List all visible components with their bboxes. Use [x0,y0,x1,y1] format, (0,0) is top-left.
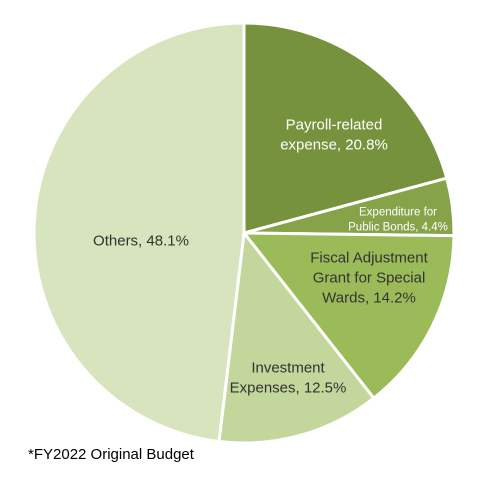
pie-slice-2 [242,231,456,400]
footnote: *FY2022 Original Budget [28,446,194,463]
pie-slice-label-3-line-1: Expenses, 12.5% [230,379,347,396]
pie-slice-label-2-line-2: Wards, 14.2% [322,289,416,306]
pie-slice-label-0-line-0: Payroll-related [286,116,383,133]
pie-slice-label-1-line-0: Expenditure for [359,207,437,219]
pie-slice-label-0: Payroll-related expense, 20.8% [280,116,388,153]
pie-slice-label-4-line-0: Others, 48.1% [93,232,189,249]
pie-slice-label-3-line-0: Investment [251,359,325,376]
pie-slice-label-2-line-1: Grant for Special [313,269,426,286]
pie-slice-3 [217,231,376,445]
pie-slice-label-1-line-1: Public Bonds, 4.4% [348,222,448,234]
pie-slice-label-2: Fiscal Adjustment Grant for Special Wards,… [310,249,428,306]
pie-slice-label-0-line-1: expense, 20.8% [280,136,388,153]
pie-slice-4 [32,21,246,444]
pie-slice-0 [242,21,449,235]
pie-slice-label-4: Others, 48.1% [93,232,189,249]
pie-slice-label-2-line-0: Fiscal Adjustment [310,249,428,266]
pie-slice-label-1: Expenditure for Public Bonds, 4.4% [348,207,448,234]
pie-slice-label-3: Investment Expenses, 12.5% [230,359,347,396]
